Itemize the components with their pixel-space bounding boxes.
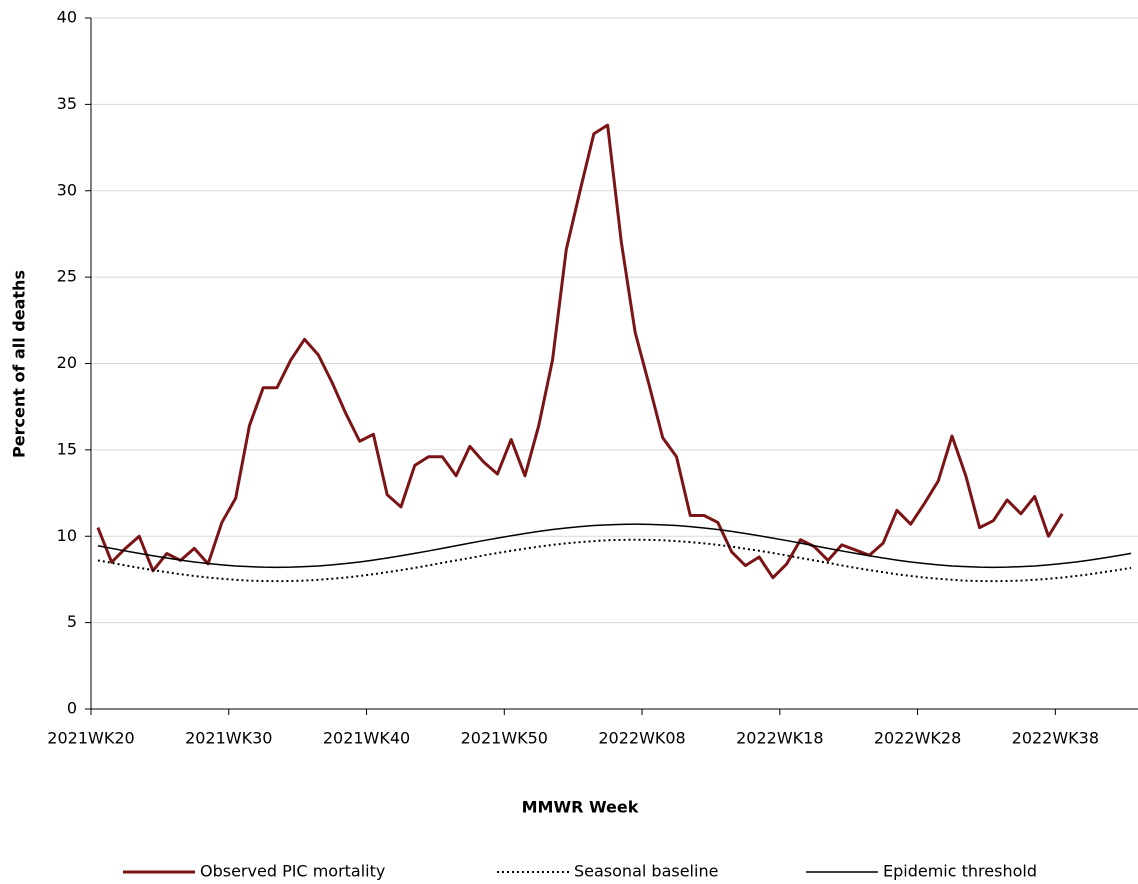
- y-tick-label: 25: [57, 267, 77, 286]
- y-axis-label: Percent of all deaths: [10, 270, 29, 458]
- x-tick-label: 2021WK30: [185, 729, 272, 748]
- x-tick-label: 2022WK28: [874, 729, 961, 748]
- legend-label: Epidemic threshold: [883, 862, 1037, 881]
- x-tick-label: 2022WK08: [598, 729, 685, 748]
- series-line: [96, 123, 1064, 580]
- x-tick-label: 2021WK50: [461, 729, 548, 748]
- y-tick-label: 40: [57, 8, 77, 27]
- y-tick-label: 0: [67, 699, 77, 718]
- y-tick-label: 10: [57, 526, 77, 545]
- x-tick-label: 2022WK38: [1012, 729, 1099, 748]
- y-tick-label: 30: [57, 180, 77, 199]
- x-tick-label: 2021WK40: [323, 729, 410, 748]
- y-tick-label: 20: [57, 353, 77, 372]
- x-tick-label: 2022WK18: [736, 729, 823, 748]
- y-tick-label: 15: [57, 439, 77, 458]
- legend-label: Seasonal baseline: [574, 862, 718, 881]
- legend-label: Observed PIC mortality: [200, 862, 385, 881]
- series-line: [97, 538, 1132, 583]
- y-tick-label: 35: [57, 94, 77, 113]
- y-tick-label: 5: [67, 612, 77, 631]
- x-tick-label: 2021WK20: [47, 729, 134, 748]
- x-axis-label: MMWR Week: [522, 798, 639, 817]
- series-line: [97, 523, 1132, 569]
